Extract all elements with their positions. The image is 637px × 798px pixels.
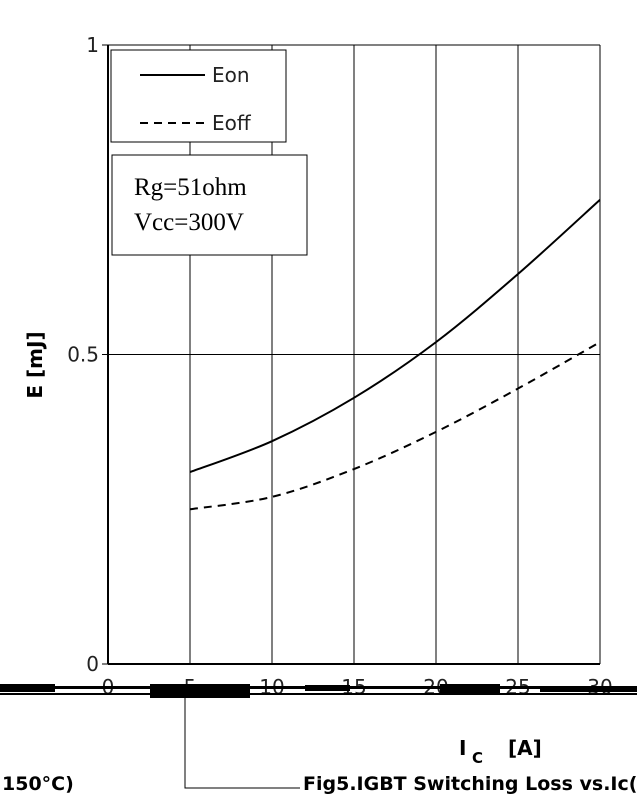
- x-axis-label: I C [A]: [459, 736, 542, 767]
- legend-label-eoff: Eoff: [212, 111, 252, 135]
- y-tick-label-0: 0: [86, 652, 99, 676]
- series-line-eon: [189, 199, 601, 474]
- scan-artifact-band: [0, 684, 637, 698]
- y-tick-label-0.5: 0.5: [67, 343, 99, 367]
- annotation-vcc: Vcc=300V: [134, 209, 244, 236]
- conditions-annotation: Rg=51ohm Vcc=300V: [111, 154, 308, 256]
- legend: Eon Eoff: [110, 49, 287, 143]
- y-axis-label: E [mJ]: [23, 331, 47, 398]
- legend-box: [110, 49, 287, 143]
- y-tick-labels: 00.51: [67, 33, 99, 676]
- axes: [102, 44, 600, 665]
- caption-left: 150°C): [2, 773, 74, 795]
- series-line-eoff: [189, 341, 601, 511]
- y-tick-label-1: 1: [86, 33, 99, 57]
- x-axis-label-unit: [A]: [508, 736, 542, 760]
- annotation-rg: Rg=51ohm: [134, 174, 247, 201]
- caption-connector: [184, 698, 300, 789]
- x-axis-label-sub: C: [472, 749, 483, 767]
- series-lines: [189, 199, 601, 511]
- legend-label-eon: Eon: [212, 63, 250, 87]
- caption-right: Fig5.IGBT Switching Loss vs.Ic(: [303, 773, 637, 795]
- annotation-box: [111, 154, 308, 256]
- grid: [108, 44, 601, 664]
- x-axis-label-main: I: [459, 736, 466, 760]
